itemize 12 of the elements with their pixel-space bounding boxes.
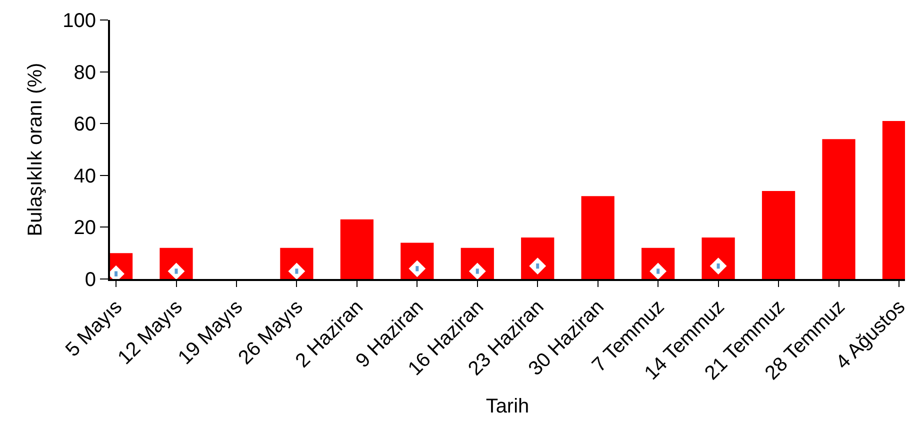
y-tick-label: 40 [74, 165, 96, 188]
bar [340, 219, 374, 279]
bar [581, 196, 614, 279]
y-tick-label: 100 [62, 10, 96, 32]
y-axis-title: Bulaşıklık oranı (%) [24, 62, 47, 236]
y-tick-label: 80 [74, 62, 96, 84]
y-tick-label: 0 [84, 269, 96, 291]
bar [762, 190, 796, 279]
x-axis-title: Tarih [486, 395, 530, 418]
y-tick-label: 60 [74, 114, 96, 136]
y-tick-label: 20 [74, 217, 96, 240]
bar [822, 139, 856, 279]
